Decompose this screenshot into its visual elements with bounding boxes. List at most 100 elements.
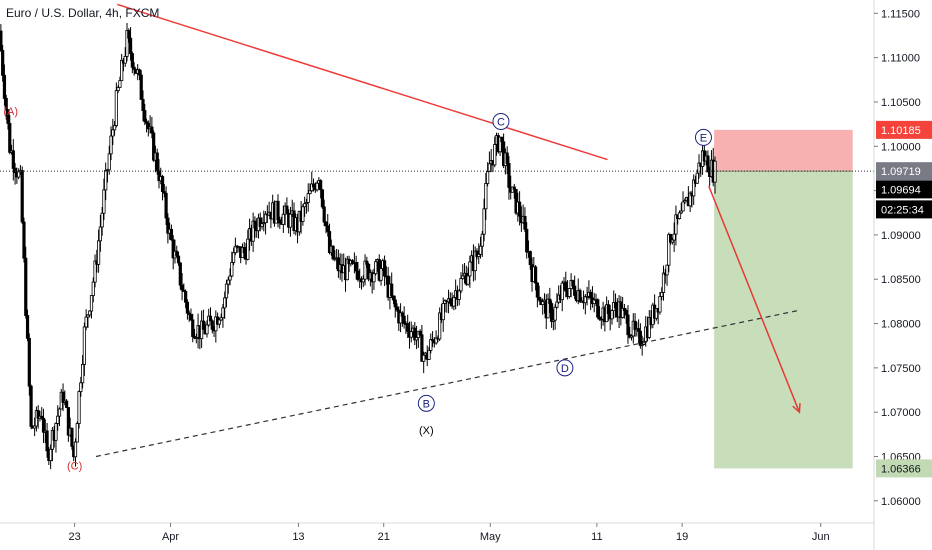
candle-body bbox=[546, 298, 550, 319]
candle-body bbox=[130, 53, 134, 68]
candle-body bbox=[480, 233, 484, 247]
candle-body bbox=[281, 213, 285, 225]
candle-body bbox=[468, 261, 472, 277]
candle-body bbox=[567, 288, 571, 297]
wave-label-circle bbox=[417, 394, 435, 412]
candle-body bbox=[17, 171, 21, 178]
candles bbox=[0, 23, 717, 470]
price-tick-label: 1.10000 bbox=[881, 141, 921, 153]
candle-body bbox=[320, 189, 325, 208]
time-axis[interactable]: 23 Apr 13 21 May 11 19 Jun bbox=[0, 522, 874, 543]
candle-body bbox=[606, 304, 611, 315]
candle-body bbox=[111, 129, 115, 137]
candle-body bbox=[409, 331, 413, 338]
candle-body bbox=[84, 316, 88, 328]
price-tick-label: 1.08000 bbox=[881, 319, 921, 331]
candle-body bbox=[191, 319, 195, 337]
candle-body bbox=[507, 163, 511, 188]
candle-body bbox=[210, 320, 214, 330]
candle-body bbox=[100, 212, 104, 228]
candle-body bbox=[486, 171, 490, 184]
candle-body bbox=[96, 240, 101, 265]
wave-label-e: E bbox=[700, 132, 707, 144]
candle-body bbox=[11, 150, 15, 169]
candle-body bbox=[660, 292, 664, 297]
candle-body bbox=[112, 125, 117, 131]
candle-body bbox=[427, 350, 431, 360]
projection-arrow-head bbox=[792, 403, 801, 414]
candle-body bbox=[692, 179, 696, 197]
time-tick-label: 21 bbox=[378, 531, 390, 543]
candle-body bbox=[226, 279, 230, 285]
candle-body bbox=[596, 299, 600, 318]
candle-body bbox=[176, 255, 181, 264]
candle-body bbox=[105, 169, 110, 172]
candle-body bbox=[670, 239, 674, 243]
candle-body bbox=[187, 312, 191, 315]
candle-body bbox=[674, 214, 678, 235]
candle-body bbox=[661, 272, 666, 293]
price-badge-stop bbox=[876, 120, 932, 139]
candle-body bbox=[253, 220, 257, 229]
candle-body bbox=[127, 30, 131, 39]
candle-body bbox=[390, 283, 394, 297]
wave-label-circle bbox=[556, 359, 574, 377]
projection-arrow bbox=[708, 185, 801, 413]
candle-body bbox=[327, 231, 332, 254]
candle-body bbox=[81, 364, 85, 384]
candle-body bbox=[86, 314, 90, 318]
candle-body bbox=[438, 312, 442, 340]
time-tick-label: 19 bbox=[676, 531, 688, 543]
candle-body bbox=[98, 226, 102, 242]
candle-body bbox=[592, 299, 596, 304]
candle-body bbox=[2, 74, 7, 99]
candle-body bbox=[228, 275, 232, 281]
wave-label-c: C bbox=[497, 116, 505, 128]
time-tick-label: May bbox=[480, 531, 501, 543]
candle-body bbox=[457, 290, 461, 300]
candle-body bbox=[679, 210, 683, 214]
candle-body bbox=[139, 74, 143, 100]
candle-body bbox=[109, 135, 113, 155]
wave-label-b: B bbox=[423, 398, 430, 410]
chart-title: Euro / U.S. Dollar, 4h, FXCM bbox=[6, 6, 160, 20]
candle-body bbox=[452, 297, 456, 307]
candle-body bbox=[555, 301, 559, 308]
candle-body bbox=[420, 334, 424, 362]
candle-body bbox=[180, 284, 184, 291]
candle-body bbox=[114, 90, 118, 126]
candle-body bbox=[589, 291, 593, 299]
price-tick-label: 1.07000 bbox=[881, 407, 921, 419]
candle-body bbox=[13, 168, 17, 174]
candle-body bbox=[45, 430, 49, 452]
candle-body bbox=[201, 320, 206, 330]
price-tick-label: 1.10500 bbox=[881, 97, 921, 109]
candle-body bbox=[647, 316, 651, 338]
candle-body bbox=[160, 176, 165, 192]
price-tick-label: 1.06000 bbox=[881, 496, 921, 508]
take-profit-zone bbox=[714, 171, 853, 469]
candle-body bbox=[441, 303, 445, 321]
price-tick-label: 1.07500 bbox=[881, 363, 921, 375]
candle-body bbox=[654, 307, 658, 319]
candle-body bbox=[311, 183, 316, 188]
candle-body bbox=[697, 162, 701, 174]
candle-body bbox=[585, 295, 589, 298]
candle-body bbox=[125, 30, 129, 57]
candle-body bbox=[182, 289, 186, 292]
candle-body bbox=[629, 335, 634, 338]
candle-body bbox=[6, 109, 10, 124]
candle-body bbox=[549, 303, 554, 322]
candle-body bbox=[120, 59, 124, 82]
candle-body bbox=[301, 206, 305, 222]
candle-body bbox=[541, 301, 545, 306]
candle-body bbox=[263, 213, 268, 224]
candle-body bbox=[473, 250, 477, 272]
price-badge-label-stop: 1.10185 bbox=[881, 125, 921, 137]
candle-body bbox=[61, 391, 65, 403]
candle-body bbox=[8, 123, 12, 153]
candle-body bbox=[224, 283, 229, 299]
candle-body bbox=[518, 201, 522, 217]
support-trendline bbox=[95, 309, 800, 458]
